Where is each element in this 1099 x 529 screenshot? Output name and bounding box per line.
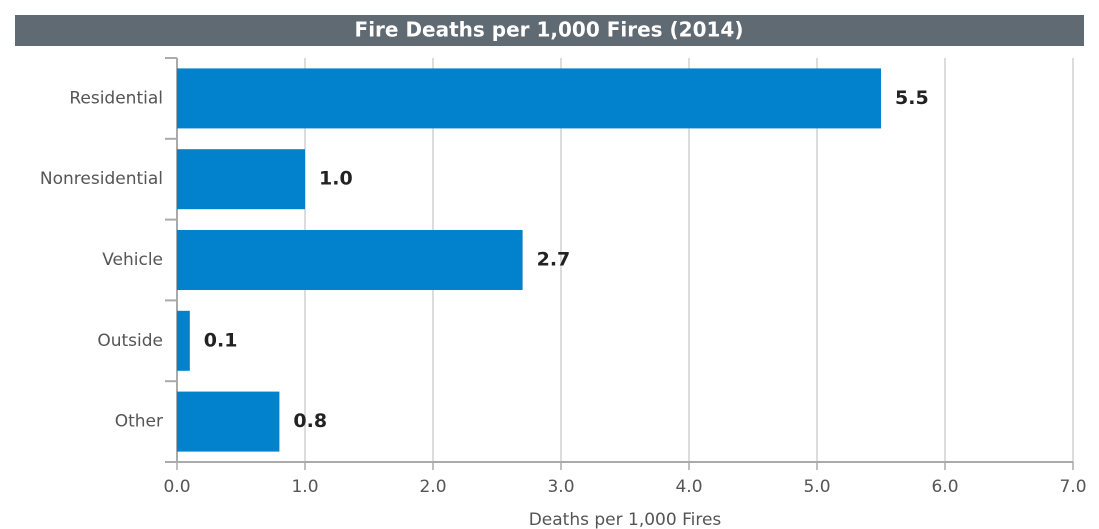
x-axis-label: Deaths per 1,000 Fires [529,510,722,529]
bar [177,391,280,452]
value-label: 0.8 [293,410,327,432]
bar [177,149,305,210]
x-tick-label: 6.0 [931,477,958,497]
y-tick-label: Outside [97,331,163,351]
bar [177,230,523,290]
x-tick-label: 5.0 [803,477,830,497]
title-bar [15,15,1084,46]
x-tick-label: 7.0 [1059,477,1086,497]
x-tick-label: 0.0 [163,477,190,497]
x-tick-label: 1.0 [291,477,318,497]
value-label: 1.0 [319,168,353,190]
chart-title: Fire Deaths per 1,000 Fires (2014) [355,18,744,42]
x-tick-label: 3.0 [547,477,574,497]
value-label: 5.5 [895,87,929,109]
value-label: 2.7 [537,249,571,271]
y-tick-label: Vehicle [102,250,163,270]
y-tick-label: Residential [69,88,163,108]
x-tick-label: 4.0 [675,477,702,497]
value-label: 0.1 [204,329,238,351]
y-tick-label: Other [115,412,163,432]
y-tick-label: Nonresidential [40,169,163,189]
bar [177,68,881,129]
bar [177,310,190,371]
x-tick-label: 2.0 [419,477,446,497]
